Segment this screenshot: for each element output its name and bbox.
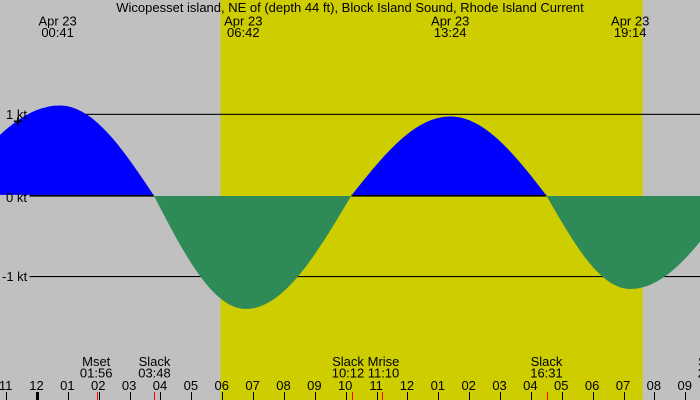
svg-text:13:24: 13:24 [434, 25, 467, 40]
svg-text:Slack: Slack [698, 354, 700, 369]
svg-text:09: 09 [307, 378, 321, 393]
svg-text:01: 01 [431, 378, 445, 393]
svg-text:10:12: 10:12 [332, 365, 365, 380]
svg-text:Apr 23: Apr 23 [38, 14, 76, 29]
svg-text:03: 03 [122, 378, 136, 393]
svg-text:01:56: 01:56 [80, 365, 113, 380]
svg-text:19:14: 19:14 [614, 25, 647, 40]
svg-text:22:22: 22:22 [698, 365, 700, 380]
svg-text:11: 11 [0, 378, 12, 393]
svg-text:-1 kt: -1 kt [2, 269, 28, 284]
svg-text:00:41: 00:41 [41, 25, 74, 40]
svg-text:10: 10 [338, 378, 352, 393]
svg-text:05: 05 [554, 378, 568, 393]
svg-text:12: 12 [400, 378, 414, 393]
svg-text:Slack: Slack [531, 354, 563, 369]
svg-text:Apr 23: Apr 23 [431, 14, 469, 29]
svg-text:07: 07 [616, 378, 630, 393]
svg-text:03: 03 [492, 378, 506, 393]
svg-text:02: 02 [461, 378, 475, 393]
svg-text:0 kt: 0 kt [6, 190, 27, 205]
svg-text:11:10: 11:10 [368, 365, 400, 380]
svg-text:1 kt: 1 kt [6, 107, 27, 122]
svg-text:08: 08 [647, 378, 661, 393]
svg-text:06:42: 06:42 [227, 25, 260, 40]
svg-text:12: 12 [29, 378, 43, 393]
svg-text:06: 06 [214, 378, 228, 393]
svg-text:03:48: 03:48 [138, 365, 171, 380]
svg-text:Mset: Mset [82, 354, 111, 369]
svg-text:Wicopesset island, NE of (dept: Wicopesset island, NE of (depth 44 ft), … [116, 0, 584, 15]
svg-text:09: 09 [678, 378, 692, 393]
svg-text:Apr 23: Apr 23 [224, 14, 262, 29]
svg-text:01: 01 [60, 378, 74, 393]
svg-text:Mrise: Mrise [368, 354, 400, 369]
svg-text:07: 07 [245, 378, 259, 393]
svg-text:Apr 23: Apr 23 [611, 14, 649, 29]
svg-text:Slack: Slack [139, 354, 171, 369]
svg-text:16:31: 16:31 [530, 365, 563, 380]
svg-text:05: 05 [184, 378, 198, 393]
svg-text:08: 08 [276, 378, 290, 393]
svg-text:04: 04 [153, 378, 167, 393]
svg-text:Slack: Slack [332, 354, 364, 369]
svg-text:06: 06 [585, 378, 599, 393]
svg-text:04: 04 [523, 378, 537, 393]
svg-text:02: 02 [91, 378, 105, 393]
svg-text:11: 11 [369, 378, 383, 393]
